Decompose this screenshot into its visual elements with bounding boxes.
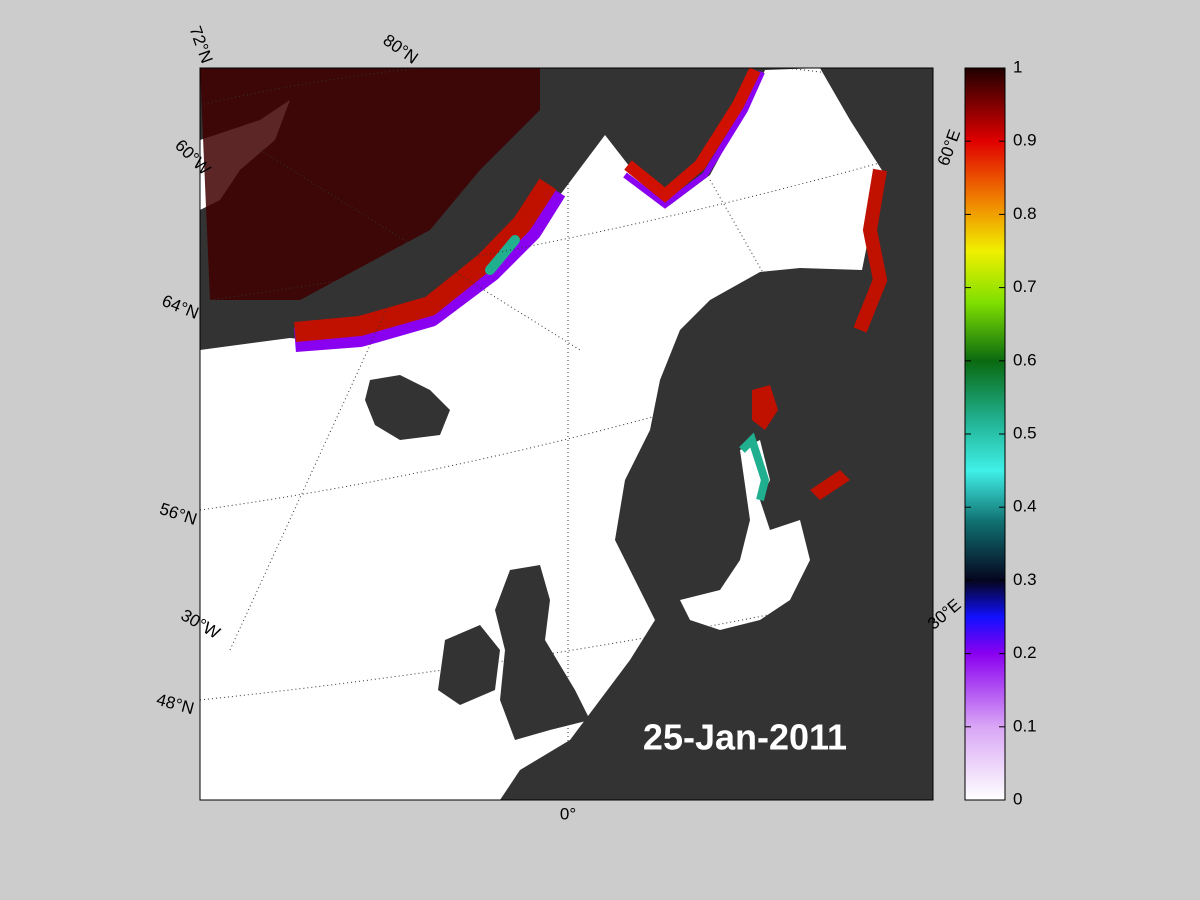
colorbar-tick-label: 0.6 [1013, 350, 1037, 369]
grid-label: 60°E [934, 127, 965, 168]
sea-ice [853, 168, 888, 333]
sea-ice [752, 385, 778, 430]
colorbar-tick-label: 0.3 [1013, 570, 1037, 589]
baltic [680, 440, 810, 630]
sea-ice [200, 68, 540, 300]
grid-label: 56°N [157, 499, 199, 529]
grid-label: 72°N [186, 24, 217, 66]
colorbar-tick-label: 0.7 [1013, 277, 1037, 296]
sea-ice-edge [623, 70, 765, 209]
iceland [365, 375, 450, 440]
map-frame [199, 67, 934, 801]
sea-ice [294, 178, 557, 342]
graticule [200, 579, 933, 701]
grid-label: 64°N [159, 291, 201, 323]
map: 25-Jan-2011 [200, 68, 933, 800]
colorbar-tick-label: 0.2 [1013, 643, 1037, 662]
colorbar-tick-label: 1 [1013, 57, 1022, 76]
grid-label: 0° [560, 804, 576, 823]
colorbar-tick-label: 0.5 [1013, 423, 1037, 442]
sea-ice-green [485, 235, 520, 275]
graticule [259, 149, 581, 351]
colorbar-tick-label: 0 [1013, 789, 1022, 808]
colorbar-tick-label: 0.9 [1013, 131, 1037, 150]
grid-label: 80°N [380, 30, 422, 67]
date-label: 25-Jan-2011 [643, 717, 847, 758]
britain [495, 565, 590, 740]
ocean [200, 68, 885, 800]
ireland [438, 625, 500, 705]
sea-ice [810, 470, 850, 500]
graticule [200, 329, 933, 511]
colorbar-tick-label: 0.1 [1013, 716, 1037, 735]
colorbar-tick-label: 0.8 [1013, 204, 1037, 223]
sea-ice [739, 432, 770, 501]
sea-ice [624, 68, 761, 203]
colorbar-tick-label: 0.4 [1013, 497, 1037, 516]
grid-label: 48°N [154, 690, 196, 718]
colorbar [964, 67, 1006, 801]
graticule [709, 179, 933, 571]
